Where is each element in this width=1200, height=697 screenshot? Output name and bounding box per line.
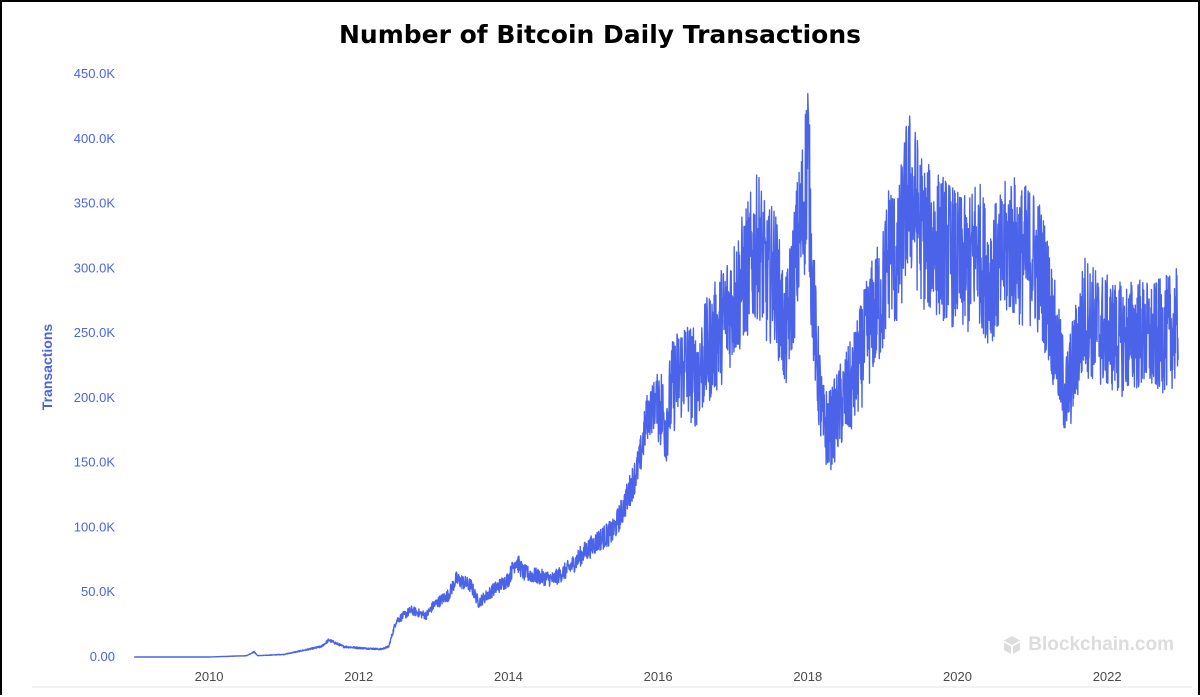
y-axis-label: Transactions (39, 324, 55, 411)
x-tick-label: 2014 (494, 669, 523, 684)
x-tick-label: 2018 (793, 669, 822, 684)
y-tick-label: 200.0K (74, 390, 116, 405)
series-line (133, 92, 1179, 658)
series-group (133, 92, 1179, 658)
y-tick-label: 450.0K (74, 66, 116, 81)
y-axis-ticks: 0.00 50.0K 100.0K 150.0K 200.0K 250.0K 300.0K 3… (74, 66, 116, 664)
y-tick-label: 250.0K (74, 325, 116, 340)
chart-title: Number of Bitcoin Daily Transactions (338, 20, 862, 49)
y-tick-label: 350.0K (74, 196, 116, 211)
y-tick-label: 300.0K (74, 260, 116, 275)
blockchain-logo-icon (1004, 636, 1021, 654)
watermark: Blockchain.com (1002, 634, 1174, 656)
x-tick-label: 2016 (644, 669, 673, 684)
y-tick-label: 0.00 (90, 649, 115, 664)
y-tick-label: 400.0K (74, 131, 116, 146)
watermark-text: Blockchain.com (1028, 634, 1174, 655)
y-tick-label: 150.0K (74, 455, 116, 470)
y-tick-label: 50.0K (81, 584, 115, 599)
x-tick-label: 2012 (344, 669, 373, 684)
y-tick-label: 100.0K (74, 519, 116, 534)
x-tick-label: 2010 (195, 669, 224, 684)
x-tick-label: 2022 (1093, 669, 1122, 684)
x-axis-ticks: 2010 2012 2014 2016 2018 2020 2022 (195, 669, 1122, 684)
x-tick-label: 2020 (943, 669, 972, 684)
